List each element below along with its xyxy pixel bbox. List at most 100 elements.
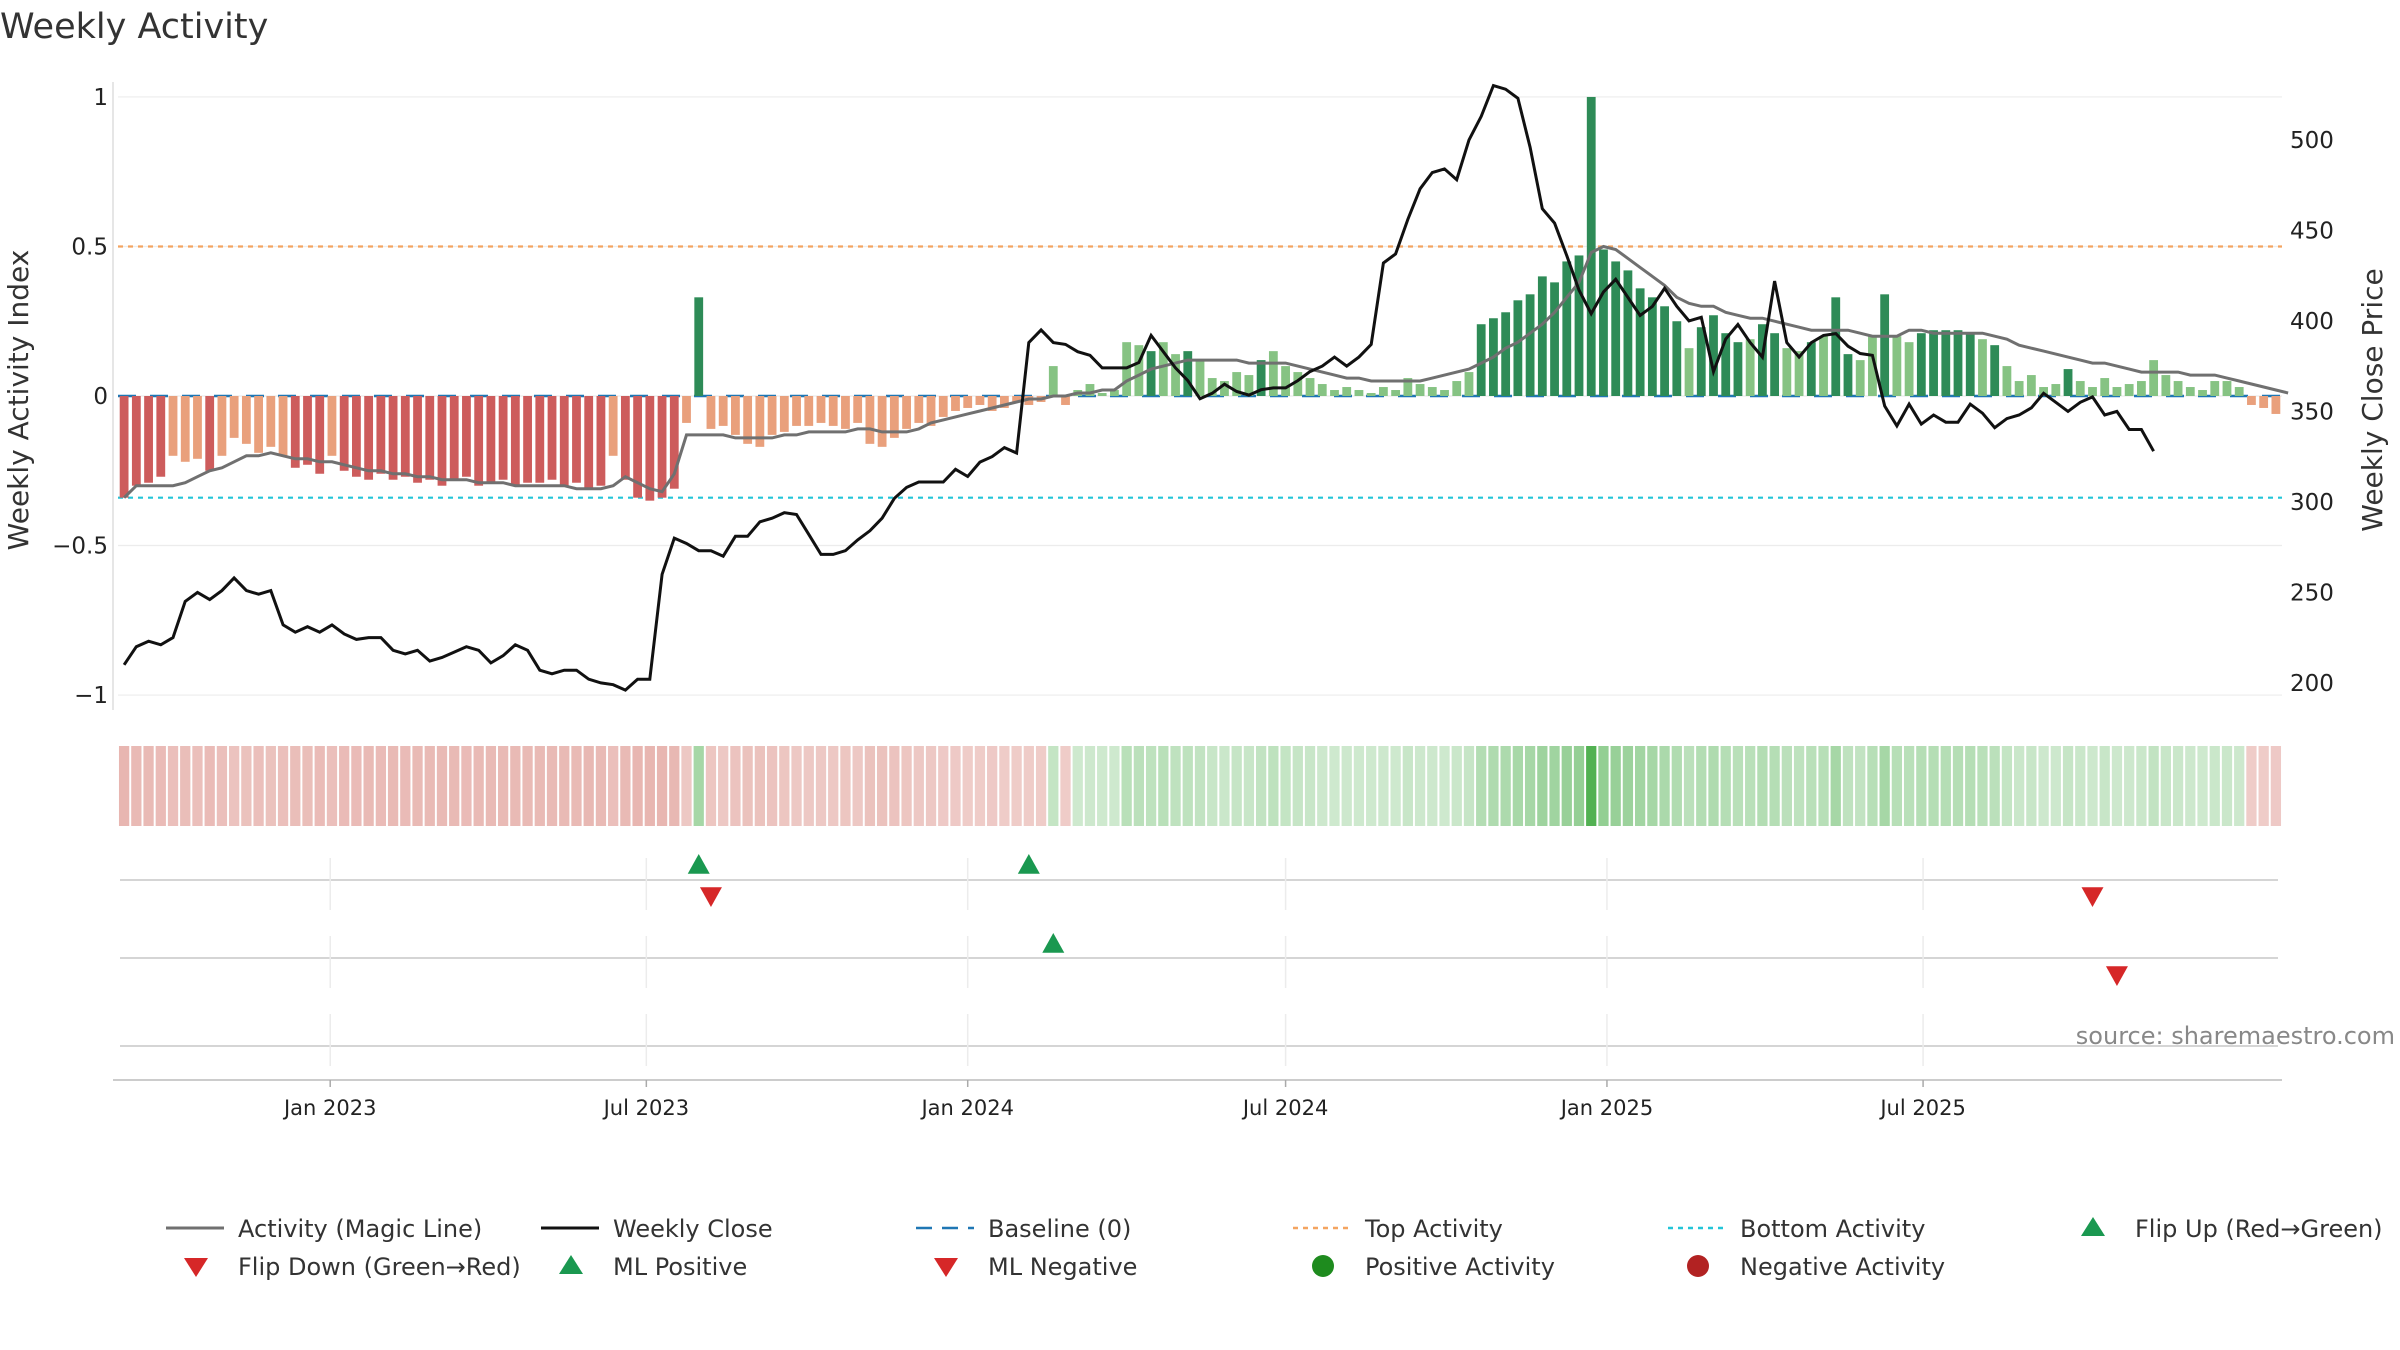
activity-bar bbox=[266, 396, 276, 447]
activity-bar bbox=[1843, 354, 1853, 396]
activity-bar bbox=[547, 396, 557, 480]
heat-cell bbox=[608, 746, 619, 826]
heat-cell bbox=[546, 746, 558, 826]
heat-cell bbox=[1414, 746, 1426, 826]
activity-bar bbox=[987, 396, 997, 411]
heat-cell bbox=[302, 746, 313, 826]
activity-bar bbox=[669, 396, 679, 489]
heat-cell bbox=[669, 746, 680, 826]
activity-bar bbox=[792, 396, 801, 426]
activity-bar bbox=[278, 396, 288, 456]
heat-cell bbox=[2026, 746, 2037, 826]
legend-label: Positive Activity bbox=[1365, 1253, 1555, 1281]
activity-bar bbox=[608, 396, 618, 456]
activity-bar bbox=[437, 396, 447, 486]
activity-bar bbox=[119, 396, 129, 498]
heat-cell bbox=[1304, 746, 1316, 826]
left-tick-label: 1 bbox=[93, 85, 108, 111]
heat-cell bbox=[1207, 746, 1218, 826]
activity-bars bbox=[119, 96, 2281, 501]
activity-bar bbox=[731, 396, 740, 435]
heat-cell bbox=[1635, 746, 1646, 826]
date-tick-label: Jul 2025 bbox=[1878, 1096, 1965, 1120]
heat-cell bbox=[485, 746, 497, 826]
heat-cell bbox=[1842, 746, 1854, 826]
heat-cell bbox=[424, 746, 435, 826]
activity-bar bbox=[2026, 375, 2036, 396]
activity-bar bbox=[413, 396, 422, 483]
activity-bar bbox=[1586, 96, 1596, 396]
heat-cell bbox=[1121, 746, 1132, 826]
activity-bar bbox=[1464, 372, 1474, 396]
heat-cell bbox=[265, 746, 276, 826]
activity-bar bbox=[1244, 375, 1254, 396]
activity-bar bbox=[1868, 336, 1877, 396]
activity-bar bbox=[2234, 387, 2244, 396]
activity-bar bbox=[1134, 345, 1144, 396]
activity-bar bbox=[1183, 351, 1193, 396]
heat-cell bbox=[241, 746, 252, 826]
line-series bbox=[122, 83, 2289, 692]
legend-negative-dot bbox=[1687, 1255, 1709, 1277]
heat-cell bbox=[2209, 746, 2220, 826]
heat-cell bbox=[1867, 746, 1878, 826]
activity-bar bbox=[1831, 297, 1841, 396]
legend-label: ML Negative bbox=[988, 1253, 1137, 1281]
heat-cell bbox=[2172, 746, 2184, 826]
activity-bar bbox=[841, 396, 850, 429]
heat-cell bbox=[1329, 746, 1340, 826]
heat-cell bbox=[718, 746, 729, 826]
heat-cell bbox=[1940, 746, 1951, 826]
activity-bar bbox=[1733, 342, 1743, 396]
heat-cell bbox=[375, 746, 386, 826]
activity-bar bbox=[657, 396, 667, 498]
activity-bar bbox=[486, 396, 496, 483]
heat-cell bbox=[1451, 746, 1462, 826]
heat-cell bbox=[1561, 746, 1572, 826]
activity-bar bbox=[926, 396, 936, 426]
heat-cell bbox=[889, 746, 900, 826]
weekly-close-line bbox=[122, 83, 2155, 692]
heat-cell bbox=[2001, 746, 2013, 826]
heat-cell bbox=[1977, 746, 1988, 826]
magic-line bbox=[123, 244, 2289, 499]
activity-bar bbox=[2222, 381, 2232, 396]
activity-bar bbox=[2051, 384, 2061, 396]
activity-bar bbox=[425, 396, 435, 480]
heat-cell bbox=[400, 746, 411, 826]
heat-cell bbox=[962, 746, 973, 826]
heat-cell bbox=[1671, 746, 1682, 826]
heat-cell bbox=[1916, 746, 1927, 826]
activity-bar bbox=[1978, 339, 1987, 396]
activity-bar bbox=[303, 396, 312, 465]
activity-bar bbox=[2063, 369, 2073, 396]
left-axis-ticks: 1 0.5 0 −0.5 −1 bbox=[52, 85, 108, 709]
activity-bar bbox=[1330, 390, 1339, 396]
activity-bar bbox=[559, 396, 569, 486]
activity-bar bbox=[1709, 315, 1718, 396]
heat-cell bbox=[180, 746, 191, 826]
heat-cell bbox=[1231, 746, 1242, 826]
heat-cell bbox=[1268, 746, 1279, 826]
activity-bar bbox=[1256, 360, 1266, 396]
heat-cell bbox=[742, 746, 753, 826]
heat-cell bbox=[705, 746, 717, 826]
heat-cell bbox=[632, 746, 643, 826]
activity-bar bbox=[804, 396, 814, 426]
heat-cell bbox=[1048, 746, 1059, 826]
heat-cell bbox=[1891, 746, 1903, 826]
heat-cell bbox=[938, 746, 949, 826]
heat-cell bbox=[1292, 746, 1303, 826]
date-tick-label: Jan 2025 bbox=[1559, 1096, 1654, 1120]
legend-positive-dot bbox=[1312, 1255, 1334, 1277]
activity-bar bbox=[168, 396, 178, 456]
activity-bar bbox=[2088, 387, 2097, 396]
heat-cell bbox=[559, 746, 570, 826]
activity-bar bbox=[241, 396, 251, 444]
heat-cell bbox=[253, 746, 264, 826]
activity-bar bbox=[1537, 276, 1547, 396]
heat-cell bbox=[876, 746, 888, 826]
activity-bar bbox=[865, 396, 875, 444]
right-axis-label: Weekly Close Price bbox=[2356, 268, 2389, 531]
heat-cell bbox=[522, 746, 533, 826]
